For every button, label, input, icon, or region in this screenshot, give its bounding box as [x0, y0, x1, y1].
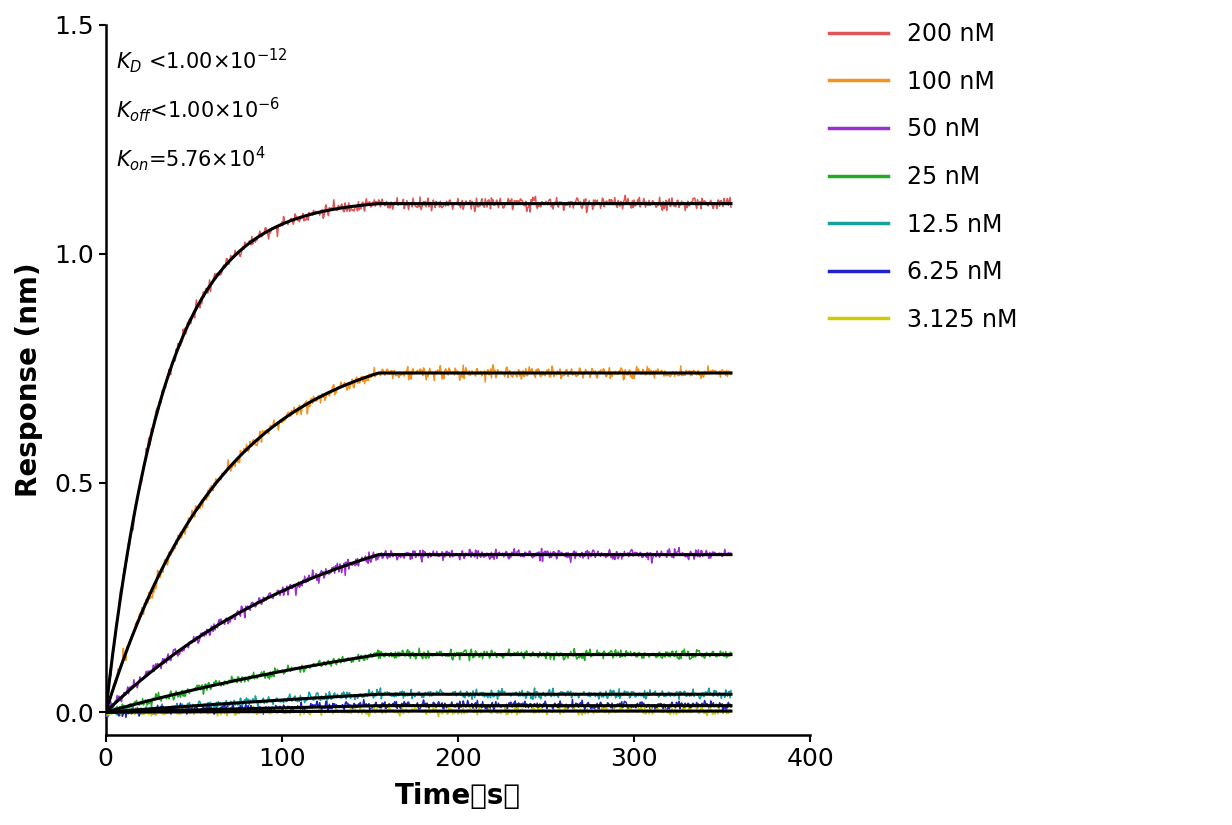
- 6.25 nM: [565, 695, 580, 705]
- 6.25 nM: [418, 701, 432, 711]
- 12.5 nM: [484, 686, 499, 695]
- 6.25 nM: [483, 701, 498, 711]
- Line: 200 nM: 200 nM: [106, 196, 731, 715]
- 50 nM: [99, 711, 113, 721]
- 100 nM: [537, 370, 552, 380]
- 25 nM: [418, 648, 432, 658]
- 6.25 nM: [723, 702, 738, 712]
- Text: $K_D$ <1.00×10$^{-12}$
$K_{off}$<1.00×10$^{-6}$
$K_{on}$=5.76×10$^4$: $K_D$ <1.00×10$^{-12}$ $K_{off}$<1.00×10…: [116, 46, 288, 172]
- 200 nM: [303, 209, 318, 219]
- 200 nM: [723, 202, 738, 212]
- Legend: 200 nM, 100 nM, 50 nM, 25 nM, 12.5 nM, 6.25 nM, 3.125 nM: 200 nM, 100 nM, 50 nM, 25 nM, 12.5 nM, 6…: [829, 22, 1018, 332]
- 25 nM: [99, 710, 113, 720]
- 100 nM: [416, 363, 431, 373]
- 50 nM: [723, 549, 738, 559]
- 3.125 nM: [431, 712, 446, 722]
- 200 nM: [453, 203, 468, 213]
- 3.125 nM: [483, 705, 498, 715]
- 200 nM: [99, 710, 113, 720]
- 50 nM: [418, 547, 432, 557]
- 50 nM: [455, 549, 469, 559]
- 12.5 nM: [418, 687, 432, 697]
- 25 nM: [654, 653, 669, 662]
- 100 nM: [485, 360, 500, 370]
- 25 nM: [537, 651, 552, 661]
- 3.125 nM: [723, 706, 738, 716]
- 12.5 nM: [99, 705, 113, 715]
- 25 nM: [483, 651, 498, 661]
- 3.125 nM: [303, 707, 318, 717]
- 100 nM: [723, 370, 738, 380]
- Line: 6.25 nM: 6.25 nM: [106, 700, 731, 718]
- 200 nM: [536, 199, 551, 209]
- 3.125 nM: [455, 709, 469, 719]
- 100 nM: [482, 370, 496, 380]
- 100 nM: [99, 709, 113, 719]
- 6.25 nM: [304, 703, 319, 713]
- 3.125 nM: [99, 705, 113, 715]
- 200 nM: [416, 196, 431, 206]
- 50 nM: [537, 549, 552, 559]
- 25 nM: [723, 648, 738, 658]
- 50 nM: [671, 543, 686, 553]
- 25 nM: [411, 644, 426, 653]
- 3.125 nM: [508, 700, 522, 710]
- 25 nM: [455, 648, 469, 658]
- 200 nM: [482, 198, 496, 208]
- Line: 50 nM: 50 nM: [106, 548, 731, 716]
- 200 nM: [654, 200, 669, 210]
- 6.25 nM: [537, 700, 552, 710]
- 12.5 nM: [537, 691, 552, 701]
- 3.125 nM: [537, 705, 552, 715]
- 50 nM: [99, 705, 113, 715]
- 6.25 nM: [99, 706, 113, 716]
- 12.5 nM: [304, 692, 319, 702]
- 12.5 nM: [101, 712, 116, 722]
- 25 nM: [303, 661, 318, 671]
- 50 nM: [654, 546, 669, 556]
- 12.5 nM: [723, 686, 738, 695]
- 12.5 nM: [655, 686, 670, 696]
- 100 nM: [453, 371, 468, 381]
- Line: 12.5 nM: 12.5 nM: [106, 688, 731, 717]
- 6.25 nM: [118, 713, 133, 723]
- 100 nM: [654, 365, 669, 375]
- Line: 3.125 nM: 3.125 nM: [106, 705, 731, 717]
- 100 nM: [303, 394, 318, 403]
- 50 nM: [304, 573, 319, 583]
- X-axis label: Time（s）: Time（s）: [395, 782, 521, 810]
- 12.5 nM: [373, 683, 388, 693]
- 6.25 nM: [455, 702, 469, 712]
- 12.5 nM: [455, 689, 469, 699]
- 200 nM: [618, 191, 633, 200]
- Y-axis label: Response (nm): Response (nm): [15, 262, 43, 497]
- 3.125 nM: [416, 706, 431, 716]
- Line: 100 nM: 100 nM: [106, 365, 731, 714]
- 3.125 nM: [655, 705, 670, 714]
- 50 nM: [483, 554, 498, 563]
- 6.25 nM: [655, 702, 670, 712]
- Line: 25 nM: 25 nM: [106, 648, 731, 715]
